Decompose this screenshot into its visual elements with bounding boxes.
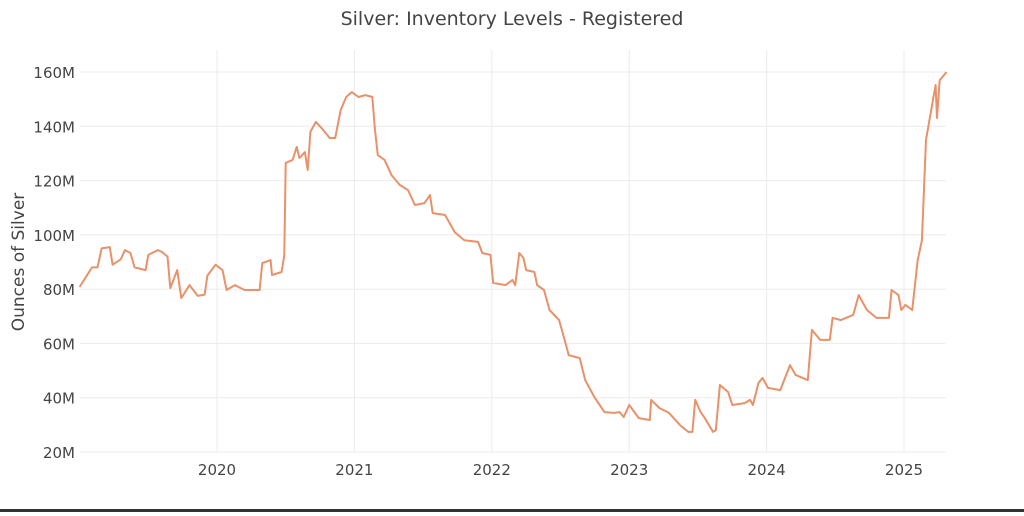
y-tick-label: 120M <box>33 173 75 191</box>
y-tick-label: 80M <box>43 281 75 299</box>
series-line-registered <box>78 71 948 433</box>
y-tick-label: 140M <box>33 118 75 136</box>
y-tick-label: 20M <box>43 444 75 462</box>
y-tick-label: 40M <box>43 390 75 408</box>
y-tick-label: 60M <box>43 335 75 353</box>
x-tick-label: 2021 <box>335 461 373 479</box>
y-tick-label: 100M <box>33 227 75 245</box>
x-tick-label: 2025 <box>885 461 923 479</box>
chart-title: Silver: Inventory Levels - Registered <box>341 8 684 30</box>
x-tick-label: 2022 <box>473 461 511 479</box>
bottom-border <box>0 509 1024 512</box>
x-tick-label: 2020 <box>198 461 236 479</box>
y-tick-label: 160M <box>33 64 75 82</box>
y-axis-label: Ounces of Silver <box>9 193 29 332</box>
x-tick-label: 2024 <box>748 461 786 479</box>
x-tick-label: 2023 <box>610 461 648 479</box>
